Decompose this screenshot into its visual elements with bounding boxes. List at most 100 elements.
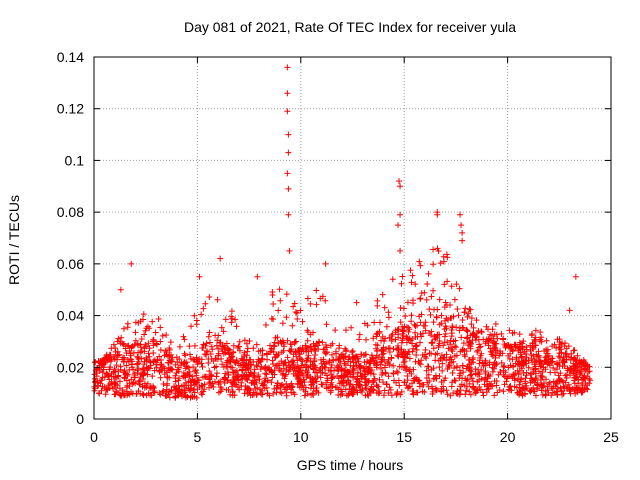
data-point — [395, 377, 402, 384]
data-point — [468, 375, 475, 382]
data-point — [439, 367, 446, 374]
y-tick-label: 0.04 — [57, 308, 84, 324]
data-point — [230, 342, 237, 349]
data-point — [106, 351, 113, 358]
data-point — [487, 348, 494, 355]
data-point — [436, 373, 443, 380]
y-axis-label: ROTI / TECUs — [6, 195, 22, 285]
data-point — [417, 295, 424, 302]
data-point — [399, 335, 406, 342]
data-point — [573, 374, 580, 381]
data-point — [515, 361, 522, 368]
data-point — [228, 308, 235, 315]
data-point — [303, 364, 310, 371]
data-point — [383, 381, 390, 388]
data-point — [462, 353, 469, 360]
data-point — [344, 368, 351, 375]
data-point — [172, 374, 179, 381]
data-point — [188, 385, 195, 392]
data-point — [107, 358, 114, 364]
data-point — [353, 299, 360, 306]
data-point — [294, 373, 301, 380]
data-point — [322, 260, 329, 267]
data-point — [386, 361, 393, 368]
data-point — [145, 340, 152, 347]
data-point — [207, 379, 214, 386]
data-point — [301, 392, 308, 399]
data-point — [484, 338, 491, 345]
data-point — [433, 314, 440, 321]
data-point — [297, 378, 304, 385]
data-point — [299, 318, 306, 325]
data-point — [480, 336, 487, 343]
data-point — [456, 324, 463, 331]
data-point — [348, 349, 355, 356]
data-point — [546, 379, 553, 386]
data-point — [463, 326, 470, 333]
data-point — [444, 339, 451, 346]
data-point — [151, 389, 158, 396]
data-point — [532, 342, 539, 349]
data-point — [222, 375, 229, 382]
data-point — [397, 319, 404, 326]
data-point — [478, 350, 485, 357]
data-point — [153, 341, 160, 348]
data-point — [207, 350, 214, 357]
data-point — [365, 379, 372, 386]
data-point — [176, 386, 183, 393]
data-point — [522, 378, 529, 385]
data-point — [283, 362, 290, 369]
data-point — [443, 251, 450, 258]
data-point — [390, 345, 397, 352]
data-point — [501, 381, 508, 388]
data-point — [440, 253, 447, 260]
data-point — [292, 348, 299, 355]
data-point — [432, 372, 439, 379]
data-point — [466, 306, 473, 313]
data-point — [120, 341, 127, 348]
data-point — [468, 368, 475, 375]
data-point — [102, 391, 109, 398]
data-point — [165, 353, 172, 360]
data-point — [144, 380, 151, 387]
data-point — [173, 354, 180, 361]
data-point — [279, 371, 286, 378]
data-point — [453, 344, 460, 351]
data-point — [525, 364, 532, 371]
data-point — [485, 342, 492, 349]
data-point — [397, 211, 404, 218]
data-point — [392, 336, 399, 343]
data-point — [511, 372, 518, 379]
data-point — [140, 311, 147, 318]
data-point — [244, 376, 251, 383]
data-point — [453, 352, 460, 359]
data-point — [509, 330, 516, 337]
data-point — [496, 352, 503, 359]
data-point — [466, 342, 473, 349]
data-point — [466, 364, 473, 371]
data-point — [193, 394, 200, 401]
data-point — [233, 323, 240, 330]
data-point — [470, 324, 477, 331]
data-point — [492, 321, 499, 328]
data-point — [413, 351, 420, 358]
data-point — [296, 345, 303, 352]
data-point — [430, 375, 437, 382]
data-point — [396, 178, 403, 185]
data-point — [410, 390, 417, 397]
data-point — [430, 345, 437, 352]
data-point — [230, 369, 237, 376]
data-point — [452, 377, 459, 384]
data-point — [374, 330, 381, 337]
data-point — [480, 392, 487, 399]
data-point — [521, 390, 528, 397]
data-point — [120, 325, 127, 332]
data-point — [503, 378, 510, 385]
data-point — [332, 348, 339, 355]
data-point — [486, 361, 493, 368]
y-tick-label: 0.08 — [57, 204, 84, 220]
data-point — [112, 384, 119, 391]
data-point — [459, 229, 466, 236]
data-point — [375, 383, 382, 390]
data-point — [284, 384, 291, 391]
